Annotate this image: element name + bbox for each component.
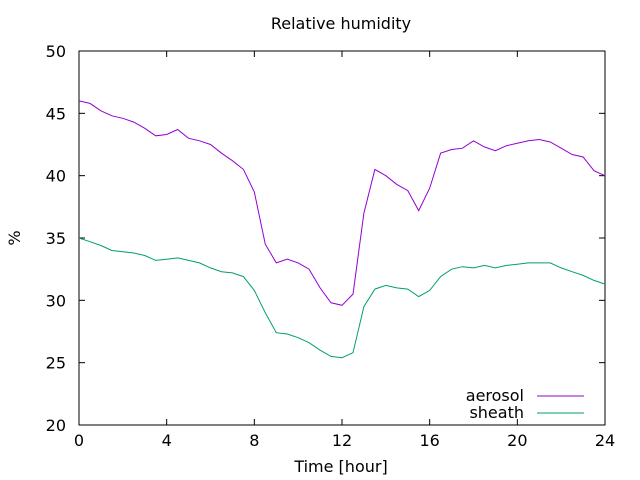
y-tick-label: 30 xyxy=(46,291,66,310)
series-line-sheath xyxy=(78,237,606,359)
series-lines xyxy=(78,100,606,359)
chart-title: Relative humidity xyxy=(271,14,411,33)
legend-label-sheath: sheath xyxy=(469,403,524,422)
axis-ticks: 0 4 8 12 16 20 24 20 25 30 35 40 45 50 xyxy=(46,42,616,450)
x-tick-label: 20 xyxy=(507,431,527,450)
y-tick-label: 20 xyxy=(46,416,66,435)
x-tick-label: 4 xyxy=(162,431,172,450)
x-tick-label: 8 xyxy=(249,431,259,450)
x-axis-label: Time [hour] xyxy=(293,457,387,476)
y-tick-label: 45 xyxy=(46,104,66,123)
x-tick-label: 16 xyxy=(419,431,439,450)
x-tick-label: 0 xyxy=(74,431,84,450)
legend-label-aerosol: aerosol xyxy=(466,386,524,405)
x-tick-label: 24 xyxy=(595,431,615,450)
y-axis-label: % xyxy=(5,230,24,245)
series-line-aerosol xyxy=(78,100,606,306)
y-tick-label: 25 xyxy=(46,354,66,373)
plot-frame xyxy=(78,50,606,426)
y-tick-label: 50 xyxy=(46,42,66,61)
y-tick-label: 40 xyxy=(46,167,66,186)
x-tick-label: 12 xyxy=(332,431,352,450)
y-tick-label: 35 xyxy=(46,229,66,248)
